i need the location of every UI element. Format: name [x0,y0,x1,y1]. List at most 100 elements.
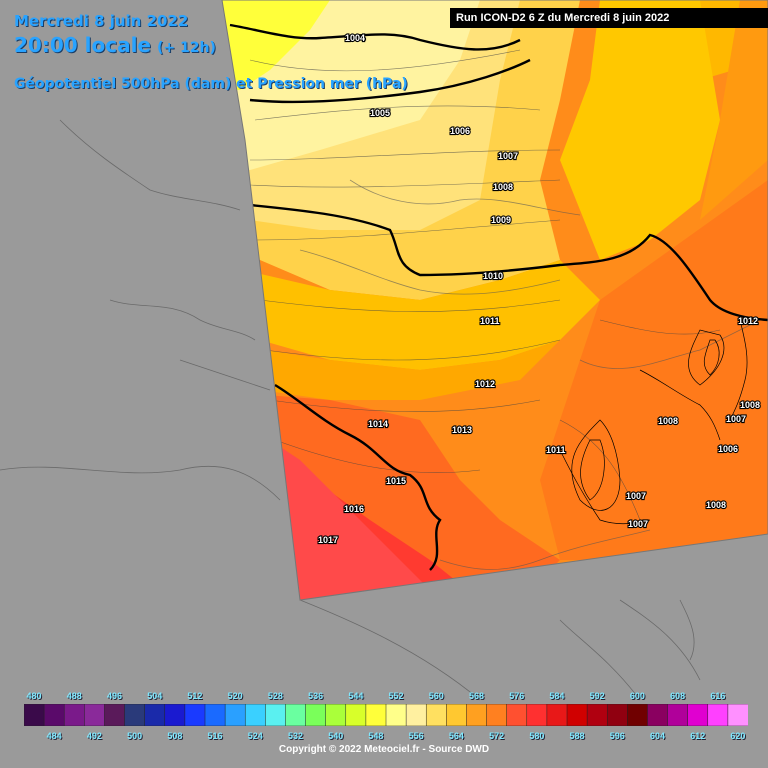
isobar-label: 1016 [344,504,364,514]
forecast-time: 20:00 locale (+ 12h) [14,33,216,57]
legend-label: 572 [489,731,505,741]
legend-label: 524 [247,731,263,741]
legend-swatch [124,704,146,726]
run-info-box: Run ICON-D2 6 Z du Mercredi 8 juin 2022 [450,8,768,28]
legend-swatch [546,704,568,726]
legend-label: 620 [730,731,746,741]
legend-label: 588 [569,731,585,741]
isobar-label: 1007 [498,151,518,161]
legend-swatch [224,704,246,726]
legend-label: 600 [629,691,645,701]
isobar-label: 1011 [480,316,500,326]
legend-swatch [164,704,186,726]
legend-label: 516 [207,731,223,741]
legend-label: 612 [690,731,706,741]
isobar-label: 1007 [628,519,648,529]
legend-swatch [184,704,206,726]
lead-time: (+ 12h) [157,40,216,56]
isobar-label: 1007 [626,491,646,501]
legend-swatch [43,704,65,726]
legend-label: 548 [368,731,384,741]
legend-label: 608 [670,691,686,701]
legend-swatch [285,704,307,726]
isobar-label: 1006 [718,444,738,454]
legend-label: 616 [710,691,726,701]
legend-swatch [405,704,427,726]
legend-label: 596 [609,731,625,741]
geopotential-field: 1004 1005 1006 1007 1008 1009 1010 1011 … [222,0,768,600]
legend-label: 492 [86,731,102,741]
legend-label: 580 [529,731,545,741]
legend-label: 500 [127,731,143,741]
isobar-label: 1008 [493,182,513,192]
legend-swatch [385,704,407,726]
legend-label: 484 [46,731,62,741]
isobar-label: 1013 [452,425,472,435]
legend-label: 512 [187,691,203,701]
legend-swatch [586,704,608,726]
legend-swatch [526,704,548,726]
legend-swatch [24,704,45,726]
isobar-label: 1017 [318,535,338,545]
legend-swatch [84,704,105,726]
legend-swatch [606,704,628,726]
legend-label: 528 [267,691,283,701]
color-legend [24,704,748,726]
isobar-label: 1009 [491,215,511,225]
isobar-label: 1015 [386,476,406,486]
legend-label: 520 [227,691,243,701]
parameter-title: Géopotentiel 500hPa (dam) et Pression me… [14,76,408,92]
isobar-label: 1008 [706,500,726,510]
isobar-label: 1011 [546,445,566,455]
legend-swatch [647,704,669,726]
legend-label: 592 [589,691,605,701]
legend-swatch [627,704,648,726]
legend-swatch [305,704,327,726]
time-label: 20:00 locale [14,33,151,57]
legend-label: 576 [509,691,525,701]
legend-swatch [365,704,387,726]
legend-label: 536 [308,691,324,701]
legend-swatch [204,704,226,726]
legend-label: 480 [26,691,42,701]
legend-swatch [687,704,709,726]
legend-swatch [345,704,367,726]
legend-swatch [425,704,447,726]
isobar-label: 1012 [738,316,758,326]
legend-label: 604 [649,731,666,741]
legend-label: 532 [287,731,304,741]
legend-swatch [104,704,126,726]
legend-label: 544 [348,691,364,701]
legend-label: 552 [388,691,404,701]
copyright-text: Copyright © 2022 Meteociel.fr - Source D… [278,744,490,755]
legend-swatch [566,704,588,726]
legend-swatch [707,704,729,726]
legend-swatch [466,704,488,726]
legend-swatch [325,704,347,726]
coastline [0,119,701,701]
legend-label: 496 [106,691,123,701]
isobar-label: 1008 [740,400,760,410]
legend-swatch [63,704,85,726]
legend-label: 560 [428,691,444,701]
legend-swatch [265,704,286,726]
isobar-labels: 1004 1005 1006 1007 1008 1009 1010 1011 … [317,32,761,546]
legend-swatch [506,704,528,726]
legend-label: 488 [66,691,82,701]
legend-swatch [727,704,748,726]
legend-label: 540 [328,731,344,741]
legend-label: 564 [448,731,464,741]
legend-label: 568 [468,691,485,701]
legend-label: 584 [549,691,565,701]
legend-swatch [486,704,508,726]
isobar-label: 1008 [658,416,678,426]
legend-swatch [144,704,166,726]
isobar-label: 1004 [345,33,365,43]
legend-label: 504 [147,691,163,701]
isobar-label: 1010 [483,271,503,281]
isobar-label: 1007 [726,414,746,424]
isobar-label: 1012 [475,379,495,389]
legend-swatch [667,704,689,726]
isobar-label: 1005 [370,108,390,118]
legend-label: 508 [167,731,183,741]
